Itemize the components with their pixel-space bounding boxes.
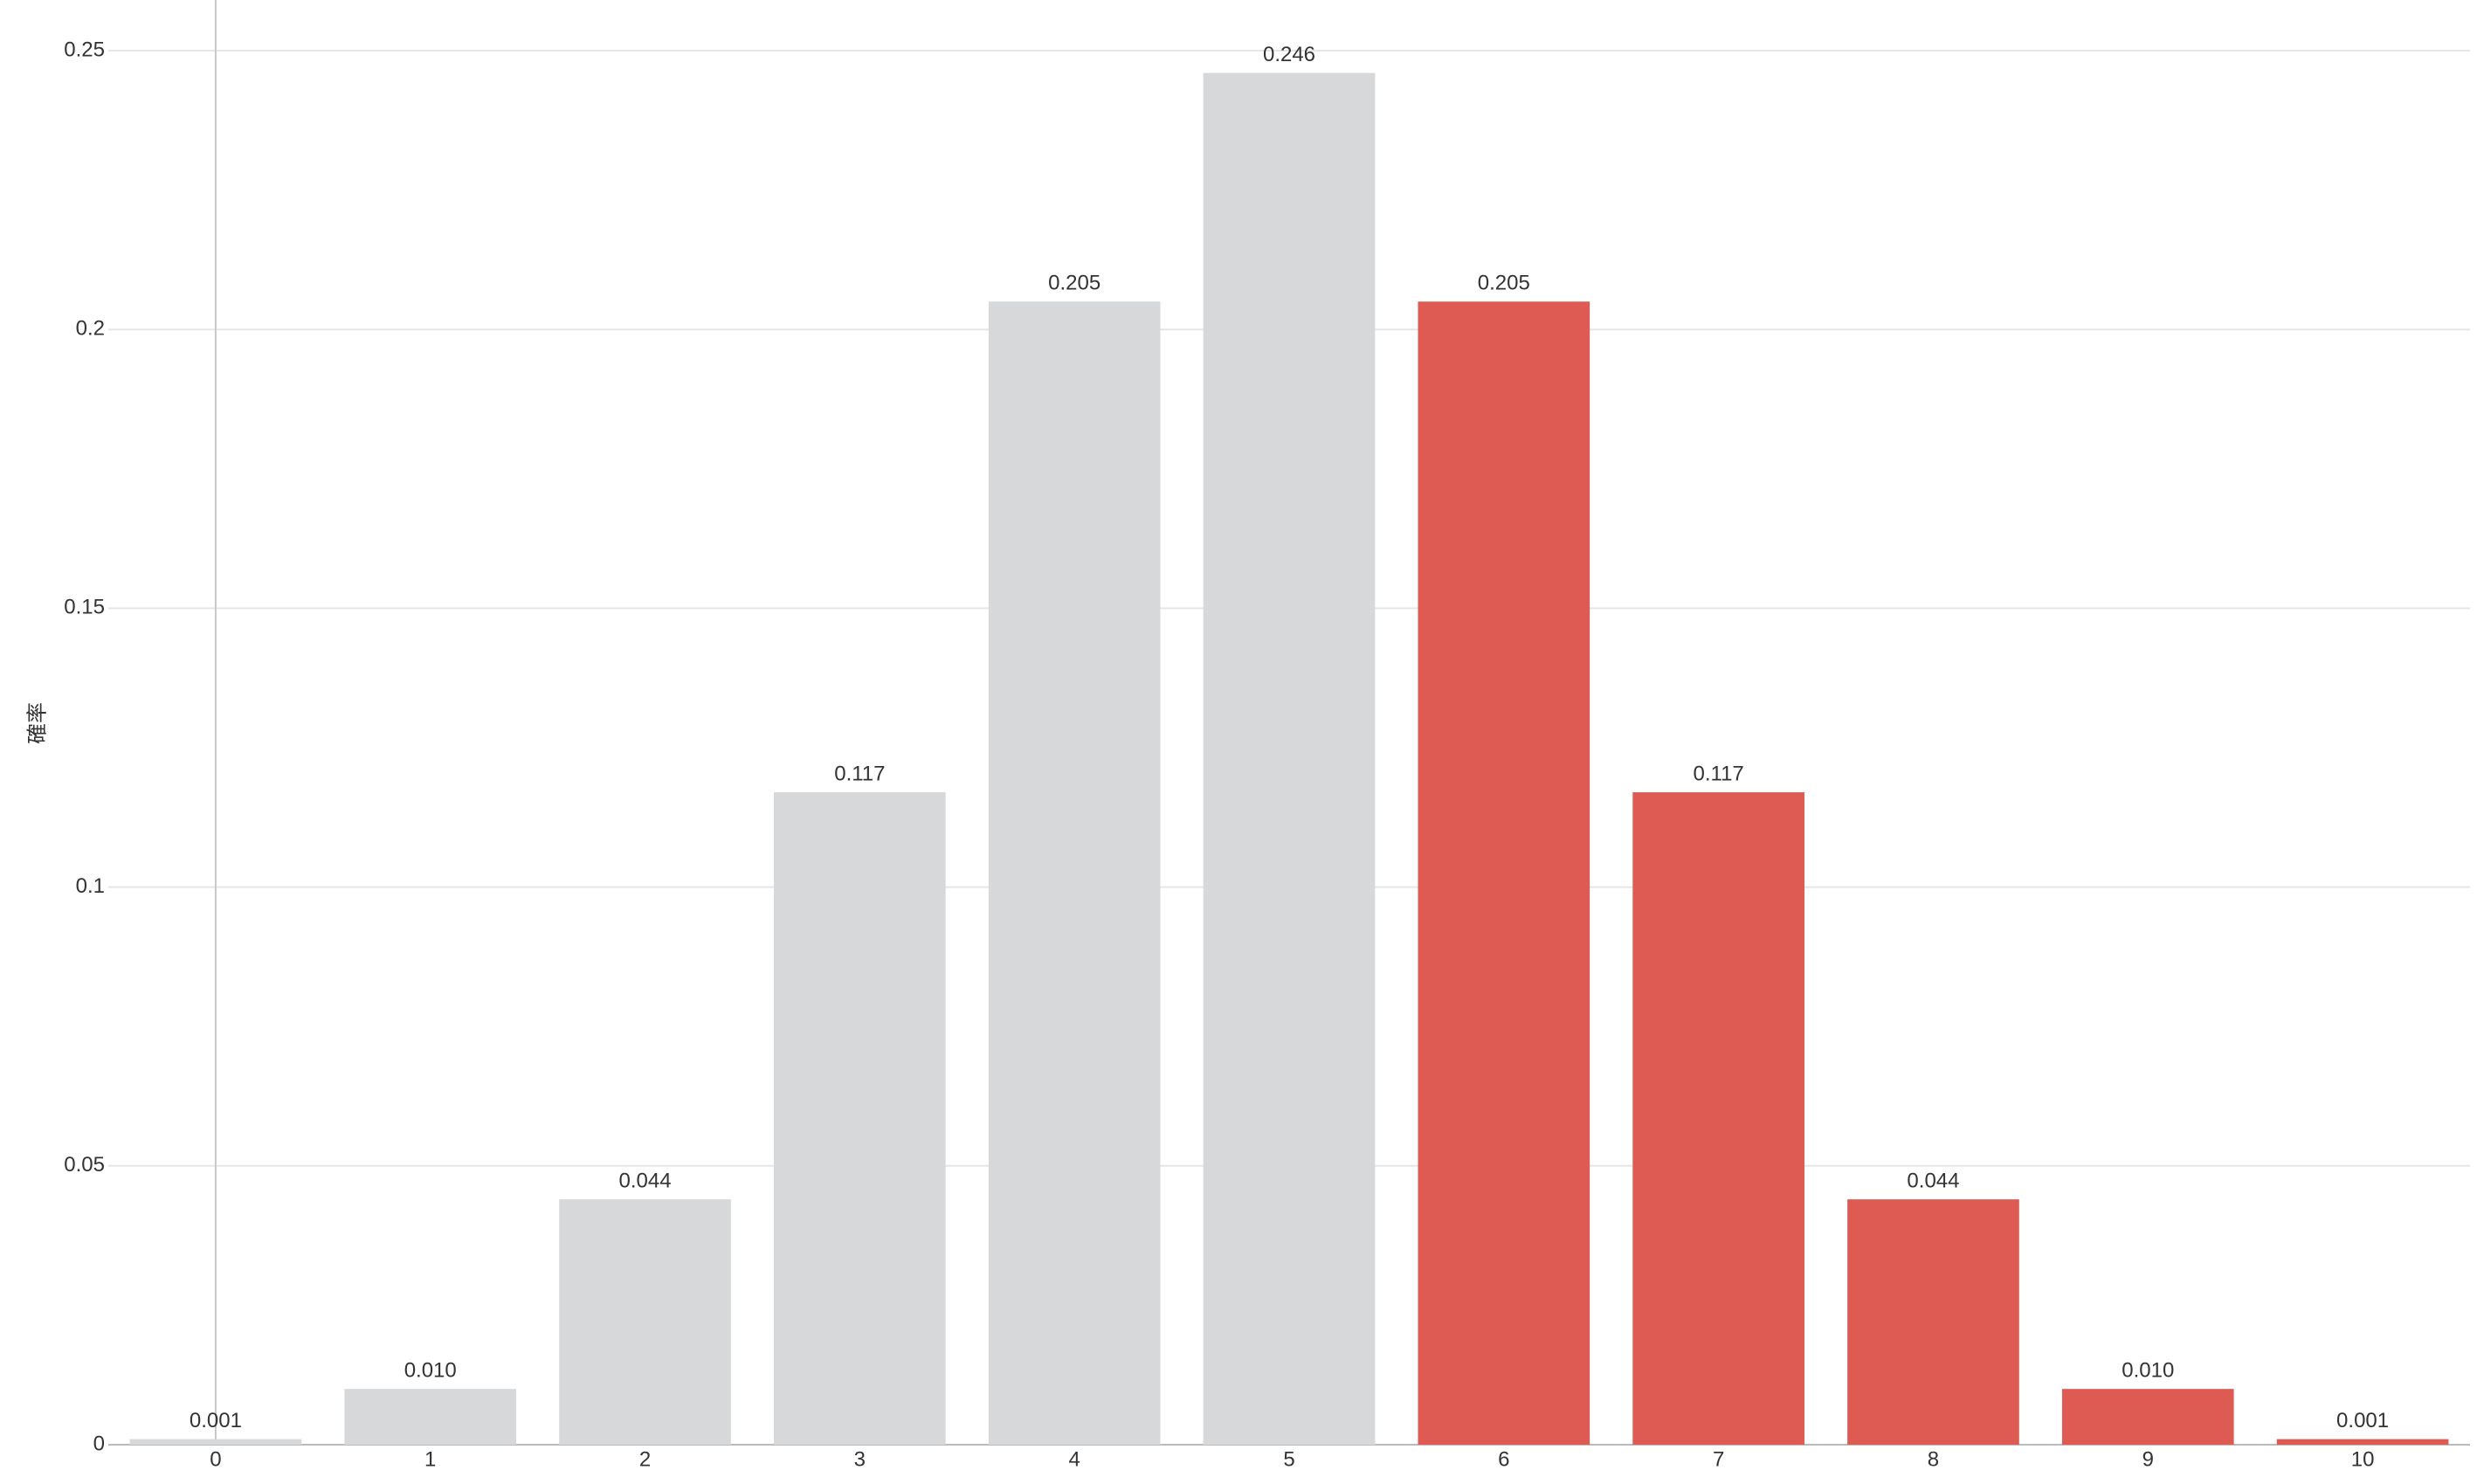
y-tick-label: 0.05 <box>64 1153 105 1177</box>
x-tick-label: 3 <box>854 1447 866 1471</box>
bar <box>1632 792 1804 1445</box>
y-tick-label: 0.25 <box>64 38 105 61</box>
bar <box>2061 1389 2234 1445</box>
x-tick-label: 6 <box>1498 1447 1509 1471</box>
x-tick-label: 0 <box>210 1447 221 1471</box>
bar <box>344 1389 517 1445</box>
value-label: 0.001 <box>190 1409 242 1432</box>
y-tick-label: 0.1 <box>76 874 105 898</box>
x-tick-label: 5 <box>1283 1447 1294 1471</box>
x-tick-label: 4 <box>1069 1447 1080 1471</box>
x-tick-label: 2 <box>639 1447 651 1471</box>
y-tick-label: 0.2 <box>76 317 105 341</box>
x-tick-label: 8 <box>1928 1447 1939 1471</box>
value-label: 0.205 <box>1048 272 1101 295</box>
bar <box>988 301 1161 1445</box>
bar <box>1203 72 1376 1445</box>
x-tick-label: 7 <box>1713 1447 1724 1471</box>
value-label: 0.001 <box>2336 1409 2389 1432</box>
bar <box>774 792 946 1445</box>
value-label: 0.044 <box>619 1169 672 1192</box>
y-tick-label: 0.15 <box>64 596 105 619</box>
bar <box>129 1439 302 1445</box>
value-label: 0.044 <box>1907 1169 1959 1192</box>
value-label: 0.246 <box>1263 43 1315 66</box>
value-label: 0.010 <box>404 1359 457 1383</box>
bar <box>1847 1199 2019 1445</box>
value-label: 0.205 <box>1478 272 1530 295</box>
x-tick-label: 10 <box>2351 1447 2375 1471</box>
x-tick-label: 9 <box>2142 1447 2154 1471</box>
bar <box>1418 301 1590 1445</box>
value-label: 0.117 <box>834 762 885 785</box>
value-label: 0.117 <box>1693 762 1743 785</box>
y-tick-label: 0 <box>93 1432 105 1455</box>
x-tick-label: 1 <box>424 1447 436 1471</box>
bar <box>2276 1439 2449 1445</box>
value-label: 0.010 <box>2122 1359 2174 1383</box>
y-axis-label: 確率 <box>25 702 49 744</box>
bar <box>559 1199 731 1445</box>
